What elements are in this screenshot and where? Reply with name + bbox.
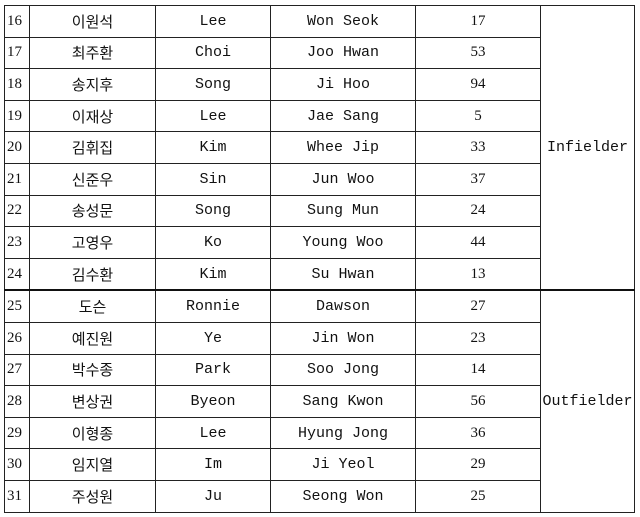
surname: Im [155, 448, 271, 481]
uniform-number: 14 [415, 353, 541, 387]
table-row: 23 고영우 Ko Young Woo 44 [4, 226, 635, 259]
uniform-number: 44 [415, 226, 541, 259]
surname: Lee [155, 5, 271, 38]
korean-name: 송성문 [29, 194, 156, 228]
uniform-number: 23 [415, 321, 541, 355]
uniform-number: 5 [415, 99, 541, 133]
surname: Ye [155, 321, 271, 355]
surname: Ko [155, 226, 271, 259]
surname: Song [155, 194, 271, 228]
korean-name: 이형종 [29, 416, 156, 450]
surname: Kim [155, 257, 271, 291]
surname: Byeon [155, 385, 271, 418]
surname: Kim [155, 131, 271, 164]
uniform-number: 29 [415, 448, 541, 481]
given-name: Su Hwan [270, 257, 416, 291]
table-row: 27 박수종 Park Soo Jong 14 [4, 353, 635, 387]
table-row: 31 주성원 Ju Seong Won 25 [4, 479, 635, 513]
row-number: 24 [4, 257, 30, 291]
given-name: Soo Jong [270, 353, 416, 387]
table-row: 29 이형종 Lee Hyung Jong 36 [4, 416, 635, 450]
row-number: 29 [4, 416, 30, 450]
table-row: 28 변상권 Byeon Sang Kwon 56 [4, 385, 635, 418]
row-number: 20 [4, 131, 30, 164]
row-number: 27 [4, 353, 30, 387]
table-row: 30 임지열 Im Ji Yeol 29 [4, 448, 635, 481]
korean-name: 도슨 [29, 289, 156, 323]
table-row: 19 이재상 Lee Jae Sang 5 [4, 99, 635, 133]
korean-name: 이원석 [29, 5, 156, 38]
table-row: 21 신준우 Sin Jun Woo 37 [4, 162, 635, 196]
uniform-number: 53 [415, 36, 541, 70]
row-number: 16 [4, 5, 30, 38]
table-row: 22 송성문 Song Sung Mun 24 [4, 194, 635, 228]
uniform-number: 25 [415, 479, 541, 513]
roster-table: 16 이원석 Lee Won Seok 17 Infielder 17 최주환 Choi Joo … [4, 5, 635, 513]
korean-name: 송지후 [29, 68, 156, 101]
table-row: 20 김휘집 Kim Whee Jip 33 [4, 131, 635, 164]
given-name: Ji Yeol [270, 448, 416, 481]
surname: Park [155, 353, 271, 387]
given-name: Joo Hwan [270, 36, 416, 70]
row-number: 28 [4, 385, 30, 418]
korean-name: 신준우 [29, 162, 156, 196]
surname: Ju [155, 479, 271, 513]
given-name: Young Woo [270, 226, 416, 259]
korean-name: 이재상 [29, 99, 156, 133]
uniform-number: 56 [415, 385, 541, 418]
table-row: 24 김수환 Kim Su Hwan 13 [4, 257, 635, 291]
table-row: 18 송지후 Song Ji Hoo 94 [4, 68, 635, 101]
korean-name: 예진원 [29, 321, 156, 355]
given-name: Dawson [270, 289, 416, 323]
row-number: 23 [4, 226, 30, 259]
given-name: Sung Mun [270, 194, 416, 228]
given-name: Jun Woo [270, 162, 416, 196]
row-number: 30 [4, 448, 30, 481]
row-number: 21 [4, 162, 30, 196]
given-name: Won Seok [270, 5, 416, 38]
table-row: 16 이원석 Lee Won Seok 17 Infielder [4, 5, 635, 291]
uniform-number: 33 [415, 131, 541, 164]
uniform-number: 94 [415, 68, 541, 101]
table-row: 17 최주환 Choi Joo Hwan 53 [4, 36, 635, 70]
table-row: 26 예진원 Ye Jin Won 23 [4, 321, 635, 355]
row-number: 25 [4, 289, 30, 323]
korean-name: 박수종 [29, 353, 156, 387]
korean-name: 주성원 [29, 479, 156, 513]
row-number: 22 [4, 194, 30, 228]
row-number: 19 [4, 99, 30, 133]
row-number: 31 [4, 479, 30, 513]
given-name: Ji Hoo [270, 68, 416, 101]
given-name: Hyung Jong [270, 416, 416, 450]
given-name: Sang Kwon [270, 385, 416, 418]
surname: Sin [155, 162, 271, 196]
position-cell: Infielder [540, 5, 635, 291]
surname: Song [155, 68, 271, 101]
korean-name: 김휘집 [29, 131, 156, 164]
korean-name: 고영우 [29, 226, 156, 259]
given-name: Jae Sang [270, 99, 416, 133]
uniform-number: 27 [415, 289, 541, 323]
uniform-number: 24 [415, 194, 541, 228]
korean-name: 변상권 [29, 385, 156, 418]
position-cell: Outfielder [540, 289, 635, 513]
uniform-number: 36 [415, 416, 541, 450]
uniform-number: 13 [415, 257, 541, 291]
row-number: 18 [4, 68, 30, 101]
surname: Ronnie [155, 289, 271, 323]
row-number: 26 [4, 321, 30, 355]
uniform-number: 17 [415, 5, 541, 38]
surname: Lee [155, 99, 271, 133]
surname: Lee [155, 416, 271, 450]
given-name: Whee Jip [270, 131, 416, 164]
surname: Choi [155, 36, 271, 70]
given-name: Seong Won [270, 479, 416, 513]
table-row: 25 도슨 Ronnie Dawson 27 Outfielder [4, 289, 635, 513]
korean-name: 임지열 [29, 448, 156, 481]
uniform-number: 37 [415, 162, 541, 196]
row-number: 17 [4, 36, 30, 70]
given-name: Jin Won [270, 321, 416, 355]
korean-name: 최주환 [29, 36, 156, 70]
korean-name: 김수환 [29, 257, 156, 291]
